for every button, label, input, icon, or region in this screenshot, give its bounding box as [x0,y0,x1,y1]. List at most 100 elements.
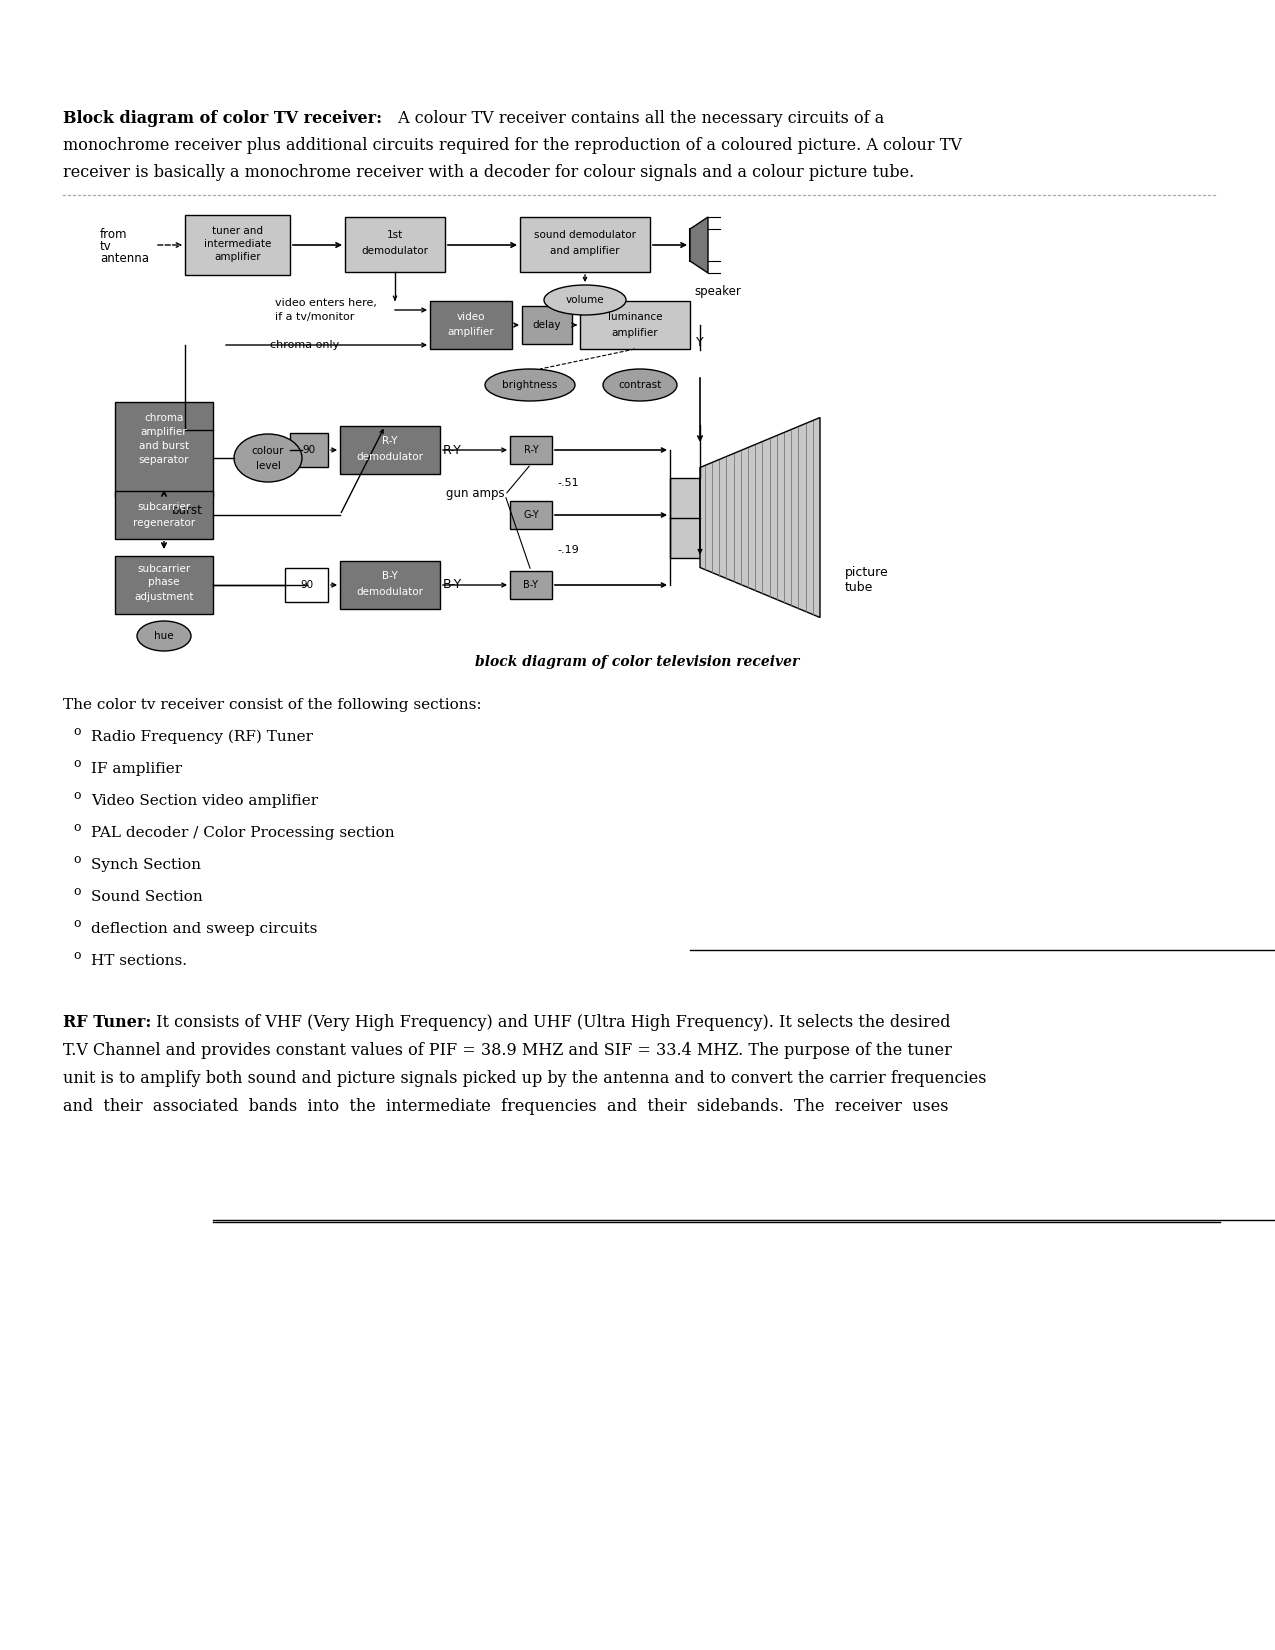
Text: o: o [73,757,80,771]
Text: A colour TV receiver contains all the necessary circuits of a: A colour TV receiver contains all the ne… [393,111,885,127]
Text: and  their  associated  bands  into  the  intermediate  frequencies  and  their : and their associated bands into the inte… [62,1097,949,1115]
Ellipse shape [235,434,302,482]
Text: demodulator: demodulator [357,452,423,462]
Bar [669,477,700,558]
Text: and burst: and burst [139,441,189,450]
Bar [340,561,440,609]
Bar [510,502,552,530]
Text: chroma only: chroma only [270,340,339,350]
Text: block diagram of color television receiver: block diagram of color television receiv… [474,655,799,668]
Text: subcarrier: subcarrier [138,564,191,574]
Text: speaker: speaker [695,284,742,297]
Text: receiver is basically a monochrome receiver with a decoder for colour signals an: receiver is basically a monochrome recei… [62,163,914,182]
Text: gun amps: gun amps [446,487,505,500]
Text: picture: picture [845,566,889,579]
Text: delay: delay [533,320,561,330]
Text: deflection and sweep circuits: deflection and sweep circuits [91,922,317,936]
Text: B-Y: B-Y [524,581,538,591]
Text: from: from [99,228,128,241]
Text: B-Y: B-Y [442,579,462,591]
Text: video enters here,: video enters here, [275,299,377,309]
Text: -.19: -.19 [557,544,579,554]
Bar [185,214,289,276]
Text: unit is to amplify both sound and picture signals picked up by the antenna and t: unit is to amplify both sound and pictur… [62,1069,987,1087]
Text: video: video [456,312,486,322]
Text: subcarrier: subcarrier [138,502,191,512]
Text: luminance: luminance [608,312,662,322]
Text: B-Y: B-Y [382,571,398,581]
Text: o: o [73,822,80,833]
Text: Sound Section: Sound Section [91,889,203,904]
Text: amplifier: amplifier [612,328,658,338]
Text: R-Y: R-Y [382,436,398,446]
Text: separator: separator [139,455,189,465]
Text: Y: Y [696,337,704,350]
Text: brightness: brightness [502,380,557,389]
Ellipse shape [484,370,575,401]
Text: chroma: chroma [144,412,184,422]
Text: It consists of VHF (Very High Frequency) and UHF (Ultra High Frequency). It sele: It consists of VHF (Very High Frequency)… [150,1015,950,1031]
Text: R-Y: R-Y [442,444,462,457]
Text: sound demodulator: sound demodulator [534,229,636,239]
Text: 90: 90 [302,446,316,455]
Polygon shape [690,218,708,272]
Text: tuner and: tuner and [212,226,263,236]
Bar [510,436,552,464]
Text: o: o [73,917,80,931]
Text: amplifier: amplifier [214,252,261,262]
Text: amplifier: amplifier [448,327,495,337]
Bar [520,218,650,272]
Ellipse shape [544,285,626,315]
Text: intermediate: intermediate [204,239,272,249]
Bar [510,571,552,599]
Text: amplifier: amplifier [140,427,187,437]
Text: IF amplifier: IF amplifier [91,762,182,776]
Text: G-Y: G-Y [523,510,539,520]
Text: hue: hue [154,630,173,640]
Text: RF Tuner:: RF Tuner: [62,1015,152,1031]
Text: R-Y: R-Y [524,446,538,455]
Text: tv: tv [99,241,112,254]
Text: level: level [255,460,280,470]
Text: tube: tube [845,581,873,594]
Bar [289,432,328,467]
Ellipse shape [603,370,677,401]
Text: adjustment: adjustment [134,592,194,602]
Text: o: o [73,949,80,962]
Text: volume: volume [566,295,604,305]
Text: o: o [73,884,80,898]
Text: phase: phase [148,578,180,587]
Text: monochrome receiver plus additional circuits required for the reproduction of a : monochrome receiver plus additional circ… [62,137,961,153]
Text: -.51: -.51 [557,477,579,487]
Text: colour: colour [251,446,284,455]
Bar [430,300,513,350]
Bar [580,300,690,350]
Text: Synch Section: Synch Section [91,858,201,871]
Text: if a tv/monitor: if a tv/monitor [275,312,354,322]
Bar [115,556,213,614]
Bar [115,403,213,497]
Text: demodulator: demodulator [362,246,428,256]
Text: Video Section video amplifier: Video Section video amplifier [91,794,319,808]
Text: o: o [73,789,80,802]
Polygon shape [700,417,820,617]
Text: 1st: 1st [386,229,403,239]
Text: antenna: antenna [99,252,149,266]
Text: demodulator: demodulator [357,587,423,597]
Text: 90: 90 [300,581,314,591]
Bar [115,492,213,540]
Text: regenerator: regenerator [133,518,195,528]
Text: o: o [73,853,80,866]
Text: and amplifier: and amplifier [551,246,620,256]
Ellipse shape [136,620,191,652]
Text: Block diagram of color TV receiver:: Block diagram of color TV receiver: [62,111,382,127]
Text: Radio Frequency (RF) Tuner: Radio Frequency (RF) Tuner [91,729,312,744]
Text: o: o [73,724,80,738]
Bar [286,568,328,602]
Text: HT sections.: HT sections. [91,954,187,969]
Text: The color tv receiver consist of the following sections:: The color tv receiver consist of the fol… [62,698,482,713]
Text: PAL decoder / Color Processing section: PAL decoder / Color Processing section [91,827,395,840]
Text: burst: burst [172,505,203,518]
Bar [521,305,572,343]
Text: contrast: contrast [618,380,662,389]
